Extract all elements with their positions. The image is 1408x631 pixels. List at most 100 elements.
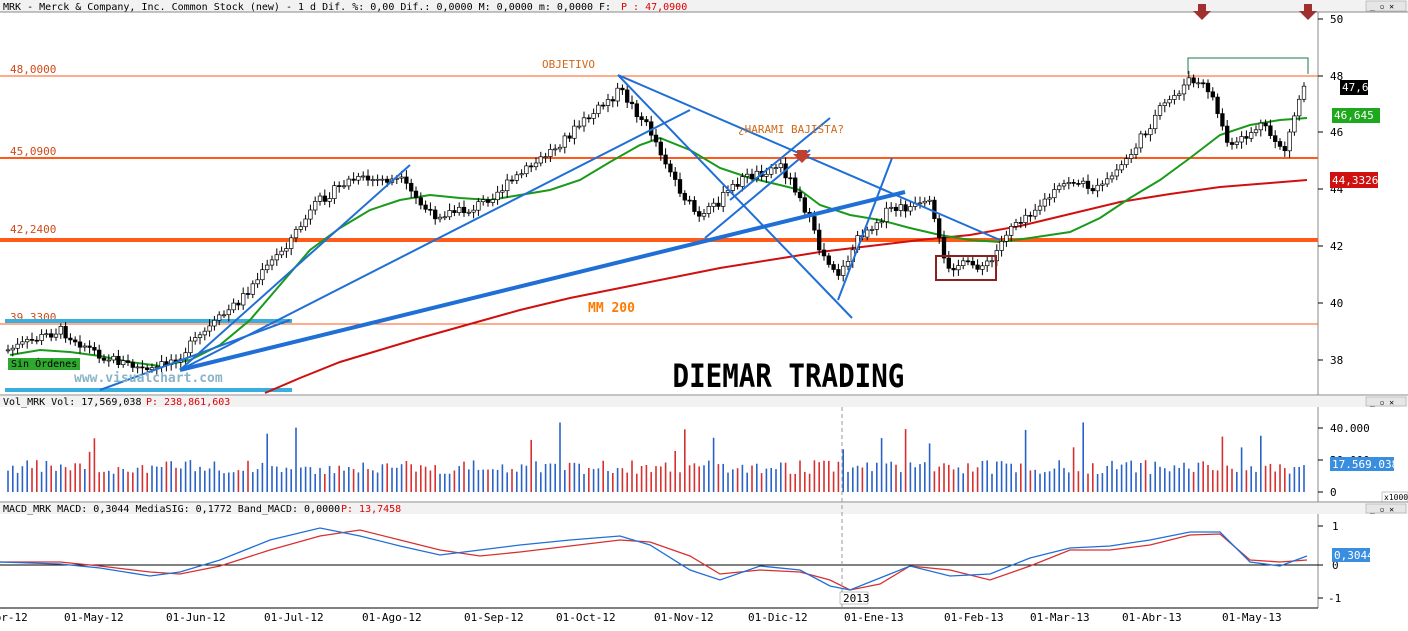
trendline-6[interactable] bbox=[704, 149, 811, 239]
volume-bar bbox=[184, 461, 187, 492]
candle-body bbox=[116, 355, 121, 365]
down-arrow-icon bbox=[1193, 4, 1211, 20]
trendline-2[interactable] bbox=[179, 109, 691, 371]
candle-body bbox=[255, 279, 260, 285]
volume-bar bbox=[549, 463, 552, 492]
candle-body bbox=[682, 192, 687, 201]
volume-bar bbox=[856, 465, 859, 492]
candle-body bbox=[1181, 84, 1187, 95]
volume-bar bbox=[434, 465, 436, 492]
volume-bar bbox=[703, 465, 705, 492]
volume-bar bbox=[1212, 470, 1214, 492]
consolidation-box[interactable] bbox=[935, 255, 997, 281]
candle-body bbox=[34, 339, 39, 342]
volume-bar bbox=[861, 467, 864, 492]
candle-body bbox=[596, 104, 601, 114]
volume-bar bbox=[381, 464, 384, 492]
volume-bar bbox=[103, 471, 105, 492]
trendline-9[interactable] bbox=[99, 319, 291, 391]
time-label: 01-Dic-12 bbox=[748, 611, 808, 624]
volume-bar bbox=[1154, 461, 1156, 492]
volume-bar bbox=[516, 471, 518, 492]
candle-body bbox=[1273, 135, 1278, 142]
trendline-4[interactable] bbox=[617, 74, 1001, 241]
candle-body bbox=[5, 349, 11, 352]
panel-window-buttons[interactable]: _ ▫ ✕ bbox=[1365, 0, 1407, 12]
volume-bar bbox=[242, 470, 244, 492]
volume-bar bbox=[170, 461, 172, 492]
candle-body bbox=[447, 210, 452, 218]
candle-body bbox=[548, 149, 553, 157]
volume-bar bbox=[463, 461, 465, 492]
volume-scale-label: x1000 bbox=[1381, 491, 1408, 503]
panel-window-buttons[interactable]: _ ▫ ✕ bbox=[1365, 396, 1407, 407]
candle-body bbox=[605, 99, 611, 106]
volume-bar bbox=[1140, 463, 1142, 492]
panel-window-buttons[interactable]: _ ▫ ✕ bbox=[1365, 503, 1407, 514]
candle-body bbox=[1172, 95, 1177, 100]
trendline-1[interactable] bbox=[179, 164, 411, 371]
trendline-3[interactable] bbox=[179, 190, 906, 372]
volume-bar bbox=[1183, 462, 1185, 492]
candle-body bbox=[975, 264, 980, 270]
macd-tick-neg1: -1 bbox=[1328, 592, 1341, 605]
candle-body bbox=[538, 156, 543, 164]
watermark-title: DIEMAR TRADING bbox=[673, 358, 905, 396]
candle-body bbox=[433, 209, 438, 220]
volume-bar bbox=[60, 464, 62, 492]
time-label: 01-Nov-12 bbox=[654, 611, 714, 624]
candle-body bbox=[39, 334, 44, 341]
candle-body bbox=[68, 337, 73, 341]
candle-body bbox=[567, 135, 572, 139]
candle-body bbox=[922, 200, 927, 204]
volume-bar bbox=[1135, 472, 1137, 492]
volume-bar bbox=[1125, 462, 1128, 492]
candle-body bbox=[1277, 141, 1283, 147]
volume-bar bbox=[1159, 466, 1161, 492]
candle-body bbox=[1119, 164, 1124, 171]
candle-body bbox=[481, 199, 486, 203]
volume-bar bbox=[376, 472, 379, 492]
volume-bar bbox=[818, 462, 820, 492]
sin-ordenes-badge[interactable]: Sin Órdenes bbox=[8, 357, 80, 370]
volume-bar bbox=[290, 469, 292, 492]
candle-body bbox=[1100, 183, 1105, 186]
volume-bar bbox=[348, 467, 350, 492]
candle-body bbox=[471, 209, 476, 213]
volume-bar bbox=[722, 463, 724, 492]
volume-bar bbox=[520, 464, 523, 492]
volume-bar bbox=[1197, 462, 1200, 492]
candle-body bbox=[404, 176, 409, 184]
volume-bar bbox=[554, 463, 556, 492]
volume-bar bbox=[1245, 470, 1248, 492]
volume-bar bbox=[165, 461, 168, 492]
trendline-7[interactable] bbox=[729, 117, 831, 201]
macd-tick-1: 1 bbox=[1332, 520, 1339, 533]
volume-bar bbox=[895, 464, 897, 492]
volume-bar bbox=[775, 469, 777, 492]
volume-bar bbox=[477, 469, 480, 492]
volume-bar bbox=[160, 467, 163, 492]
trendline-8[interactable] bbox=[837, 157, 893, 301]
volume-bar bbox=[909, 462, 912, 492]
candle-body bbox=[87, 345, 92, 348]
time-label: 01-Feb-13 bbox=[944, 611, 1004, 624]
candle-body bbox=[903, 204, 908, 212]
volume-bar bbox=[568, 462, 571, 492]
volume-bar bbox=[1164, 468, 1166, 492]
candle-body bbox=[1301, 85, 1307, 100]
volume-bar bbox=[765, 468, 768, 492]
macd-header-value: P: 13,7458 bbox=[341, 504, 401, 515]
macd-current-tag: 0,3044 bbox=[1332, 548, 1374, 562]
volume-bar bbox=[679, 472, 681, 492]
volume-bar bbox=[482, 469, 484, 492]
svg-text:Sin Órdenes: Sin Órdenes bbox=[11, 357, 77, 370]
trendlines bbox=[99, 74, 1001, 391]
volume-bar bbox=[36, 460, 38, 492]
candle-body bbox=[217, 314, 222, 321]
candle-body bbox=[634, 103, 639, 118]
volume-bar bbox=[573, 462, 576, 492]
macd-tick-0: 0 bbox=[1332, 559, 1339, 572]
volume-bar bbox=[1231, 468, 1233, 492]
